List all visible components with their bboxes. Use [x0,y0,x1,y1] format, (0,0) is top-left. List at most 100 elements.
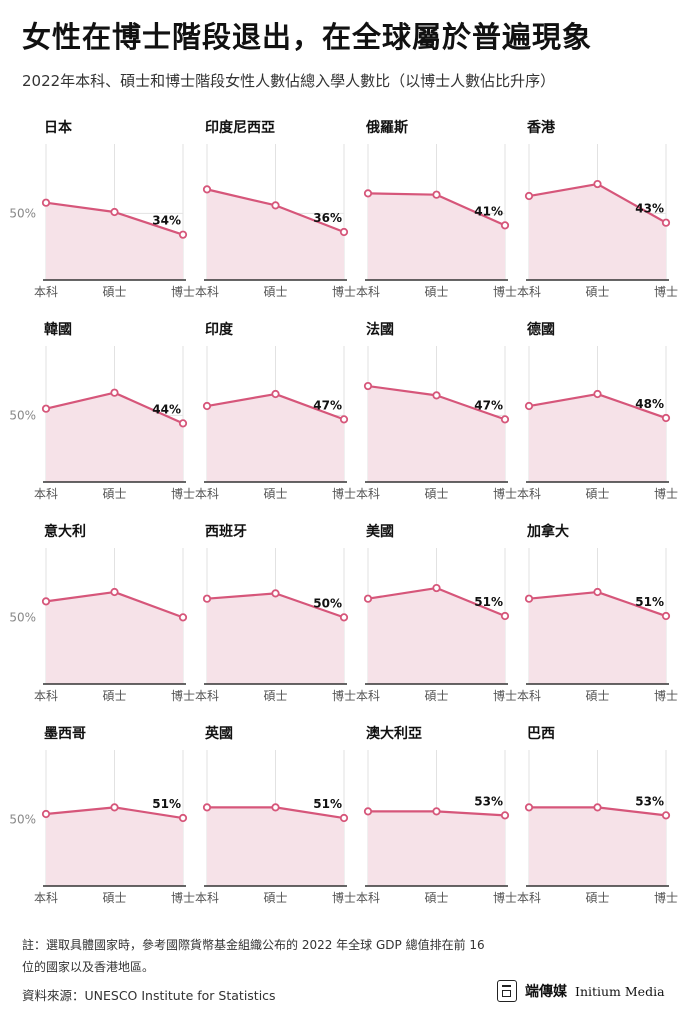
series-area [207,593,344,684]
x-tick-label: 本科 [34,285,58,299]
data-point [41,404,51,413]
data-label: 48% [635,397,664,411]
x-tick-label: 碩士 [263,285,287,299]
data-point [661,413,671,423]
data-point [178,613,188,622]
x-tick-label: 博士 [171,284,195,299]
data-point [524,191,534,201]
data-point [363,807,373,816]
x-tick-label: 碩士 [102,689,126,703]
data-point [41,597,51,606]
page-title: 女性在博士階段退出，在全球屬於普遍現象 [22,20,593,54]
data-point [339,227,349,237]
data-point [593,803,602,812]
x-tick-label: 本科 [195,487,219,501]
data-point [500,221,510,230]
series-area [46,202,183,280]
x-tick-label: 本科 [356,285,380,299]
panel-title: 德國 [527,322,555,338]
panel-title: 韓國 [44,322,72,338]
data-point [339,813,349,823]
data-point [524,401,534,411]
panel-title: 西班牙 [205,524,247,540]
data-label: 41% [474,204,503,218]
data-point [271,201,280,210]
x-tick-label: 本科 [517,891,541,905]
x-tick-label: 博士 [332,486,356,501]
logo-english: Initium Media [575,983,665,999]
panel-title: 美國 [366,524,394,540]
initium-logo-icon [497,980,517,1002]
x-tick-label: 本科 [195,689,219,703]
x-tick-label: 本科 [356,891,380,905]
data-label: 53% [474,794,503,808]
series-area [207,807,344,886]
panel-title: 加拿大 [527,524,569,540]
data-point [524,594,534,603]
series-area [529,394,666,482]
data-point [202,185,212,194]
data-point [661,611,671,621]
data-label: 47% [313,398,342,412]
x-tick-label: 碩士 [424,487,448,501]
panel-title: 法國 [366,322,394,338]
data-point [271,389,280,399]
footnote: 註：選取具體國家時，參考國際貨幣基金組織公布的 2022 年全球 GDP 總值排… [22,938,485,974]
x-tick-label: 博士 [171,486,195,501]
data-point [661,218,671,227]
x-tick-label: 本科 [356,689,380,703]
x-tick-label: 碩士 [263,891,287,905]
x-tick-label: 博士 [332,688,356,703]
x-tick-label: 碩士 [585,689,609,703]
panel-title: 香港 [527,120,555,136]
data-point [432,190,441,199]
x-tick-label: 碩士 [424,891,448,905]
y-tick-label: 50% [9,812,36,826]
data-point [178,230,188,239]
x-tick-label: 碩士 [263,689,287,703]
data-point [110,587,119,597]
x-tick-label: 本科 [517,689,541,703]
panel-title: 日本 [44,120,72,136]
x-tick-label: 本科 [517,487,541,501]
x-tick-label: 博士 [332,890,356,905]
data-label: 51% [474,595,503,609]
series-area [529,184,666,280]
x-tick-label: 本科 [34,487,58,501]
x-tick-label: 本科 [195,891,219,905]
data-point [593,587,602,597]
panel-title: 巴西 [527,726,555,742]
data-point [363,381,373,391]
x-tick-label: 碩士 [424,285,448,299]
data-point [178,419,188,428]
x-tick-label: 碩士 [102,487,126,501]
data-label: 50% [313,596,342,610]
data-point [500,611,510,621]
x-tick-label: 本科 [195,285,219,299]
y-tick-label: 50% [9,610,36,624]
x-tick-label: 本科 [356,487,380,501]
data-point [500,415,510,424]
x-tick-label: 博士 [493,688,517,703]
x-tick-label: 本科 [34,689,58,703]
series-area [529,592,666,684]
data-point [110,803,119,812]
x-tick-label: 碩士 [424,689,448,703]
data-label: 43% [635,202,664,216]
data-point [271,589,280,598]
x-tick-label: 本科 [517,285,541,299]
x-tick-label: 博士 [493,890,517,905]
data-point [432,807,441,816]
data-point [339,613,349,622]
panel-title: 俄羅斯 [366,120,408,136]
x-tick-label: 博士 [654,284,678,299]
series-area [368,386,505,482]
x-tick-label: 碩士 [585,285,609,299]
data-point [432,583,441,593]
data-point [271,803,280,812]
data-point [202,401,212,411]
x-tick-label: 博士 [493,486,517,501]
x-tick-label: 博士 [171,890,195,905]
data-label: 51% [635,595,664,609]
